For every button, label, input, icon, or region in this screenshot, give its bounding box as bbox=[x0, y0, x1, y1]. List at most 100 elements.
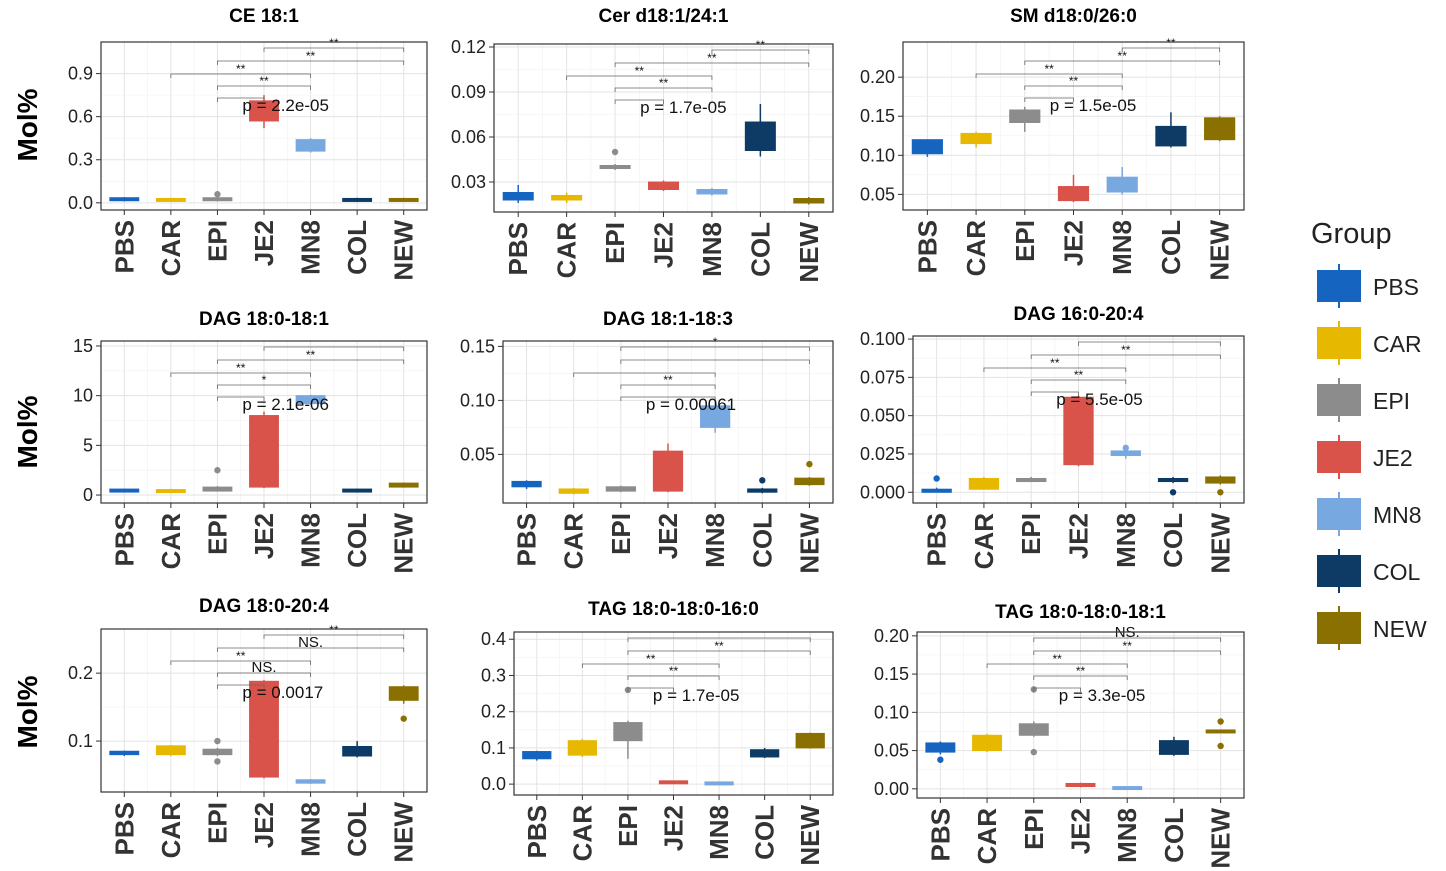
x-tick-label-mn8: MN8 bbox=[704, 805, 734, 860]
outlier-point bbox=[1217, 489, 1224, 496]
bracket-line bbox=[217, 384, 311, 389]
x-tick-label-mn8: MN8 bbox=[1112, 808, 1142, 863]
x-tick-label-pbs: PBS bbox=[109, 220, 139, 273]
plot-frame bbox=[916, 631, 1245, 799]
significance-bracket: ** bbox=[566, 64, 713, 80]
significance-bracket bbox=[1024, 97, 1074, 102]
y-tick-label: 0.000 bbox=[860, 482, 905, 502]
box-pbs bbox=[502, 185, 534, 203]
significance-bracket: ** bbox=[627, 664, 720, 680]
significance-bracket: NS. bbox=[217, 659, 311, 677]
x-tick-label-pbs: PBS bbox=[512, 513, 542, 566]
box-body bbox=[1204, 117, 1236, 141]
significance-label: ** bbox=[1118, 49, 1128, 63]
legend-item-je2: JE2 bbox=[1317, 435, 1413, 479]
significance-bracket: ** bbox=[170, 361, 311, 377]
bracket-line bbox=[1024, 60, 1221, 65]
box-pbs bbox=[109, 197, 140, 202]
p-value-label: p = 5.5e-05 bbox=[1056, 390, 1143, 409]
legend-title: Group bbox=[1311, 218, 1392, 250]
x-tick-label-epi: EPI bbox=[1016, 513, 1046, 555]
bracket-line bbox=[1024, 85, 1123, 90]
y-tick-label: 0.09 bbox=[451, 82, 486, 102]
x-tick-label-col: COL bbox=[342, 802, 372, 857]
outlier-point bbox=[214, 191, 221, 198]
outlier-point bbox=[1217, 718, 1224, 725]
panel-title: DAG 18:1-18:3 bbox=[603, 309, 733, 330]
y-tick-label: 0.3 bbox=[481, 665, 506, 685]
box-new bbox=[388, 685, 419, 722]
significance-label: ** bbox=[259, 74, 269, 88]
significance-label: * bbox=[713, 335, 718, 349]
outlier-point bbox=[1122, 444, 1129, 452]
y-tick-label: 0.025 bbox=[860, 444, 905, 464]
significance-bracket: ** bbox=[1030, 368, 1127, 384]
legend-item-car: CAR bbox=[1317, 321, 1422, 365]
x-tick-label-je2: JE2 bbox=[249, 513, 279, 559]
box-car bbox=[551, 192, 583, 203]
y-tick-label: 0.0 bbox=[68, 193, 93, 213]
x-tick-label-car: CAR bbox=[961, 220, 991, 277]
legend-label: CAR bbox=[1373, 331, 1422, 357]
box-epi bbox=[202, 467, 233, 492]
box-new bbox=[388, 197, 419, 202]
bracket-line bbox=[217, 359, 405, 364]
y-tick-label: 0.100 bbox=[860, 329, 905, 349]
outlier-point bbox=[759, 477, 766, 484]
box-je2 bbox=[658, 780, 689, 785]
significance-label: ** bbox=[646, 652, 656, 666]
outlier-point bbox=[1217, 742, 1224, 750]
significance-bracket: ** bbox=[983, 356, 1127, 372]
y-tick-label: 0.2 bbox=[481, 702, 506, 722]
plot-frame bbox=[902, 41, 1245, 211]
outlier-point bbox=[611, 148, 619, 156]
panel-7: DAG 18:0-20:4 0.1 0.2 PBS CAR EPI JE2 MN8 COL NEW… bbox=[68, 596, 428, 863]
box-col bbox=[342, 488, 373, 493]
x-tick-label-car: CAR bbox=[969, 513, 999, 570]
x-tick-label-je2: JE2 bbox=[653, 513, 683, 559]
x-tick-label-col: COL bbox=[747, 513, 777, 568]
significance-bracket bbox=[217, 97, 265, 102]
significance-label: ** bbox=[329, 623, 339, 637]
x-tick-label-car: CAR bbox=[156, 802, 186, 859]
y-tick-label: 0.2 bbox=[68, 663, 93, 683]
box-col bbox=[744, 104, 776, 157]
significance-label: ** bbox=[714, 639, 724, 653]
significance-label: ** bbox=[707, 51, 717, 65]
significance-bracket: ** bbox=[1030, 343, 1221, 359]
bracket-line bbox=[170, 73, 311, 78]
legend: Group PBS CAR EPI JE2 MN8 COL NEW bbox=[1311, 218, 1427, 650]
p-value-label: p = 0.00061 bbox=[646, 395, 736, 414]
box-car bbox=[567, 738, 597, 757]
x-tick-label-car: CAR bbox=[559, 513, 589, 570]
box-je2 bbox=[1057, 174, 1090, 203]
x-tick-label-new: NEW bbox=[795, 805, 825, 866]
bracket-line bbox=[1078, 341, 1221, 346]
panel-9: TAG 18:0-18:0-18:1 0.00 0.05 0.10 0.15 0.20 PB… bbox=[874, 602, 1245, 869]
bracket-line bbox=[620, 346, 810, 351]
box-car bbox=[155, 197, 186, 202]
outlier-point bbox=[400, 715, 407, 722]
significance-bracket: ** bbox=[1024, 74, 1123, 90]
panel-title: SM d18:0/26:0 bbox=[1010, 6, 1137, 27]
x-tick-label-mn8: MN8 bbox=[296, 802, 326, 857]
bracket-line bbox=[627, 675, 720, 680]
box-mn8 bbox=[295, 394, 326, 405]
box-mn8 bbox=[696, 188, 728, 196]
panel-title: DAG 18:0-20:4 bbox=[199, 596, 329, 617]
x-tick-label-car: CAR bbox=[156, 513, 186, 570]
box-epi bbox=[605, 485, 636, 493]
box-je2 bbox=[249, 679, 279, 779]
x-tick-label-new: NEW bbox=[389, 220, 419, 281]
box-new bbox=[1205, 718, 1236, 750]
box-col bbox=[1157, 476, 1189, 496]
box-mn8 bbox=[1112, 786, 1143, 791]
box-car bbox=[155, 489, 186, 494]
bracket-line bbox=[263, 634, 405, 639]
box-col bbox=[747, 477, 778, 494]
gridlines bbox=[101, 42, 428, 210]
x-tick-label-je2: JE2 bbox=[1059, 220, 1089, 266]
box-mn8 bbox=[700, 400, 731, 433]
x-tick-label-new: NEW bbox=[389, 513, 419, 574]
